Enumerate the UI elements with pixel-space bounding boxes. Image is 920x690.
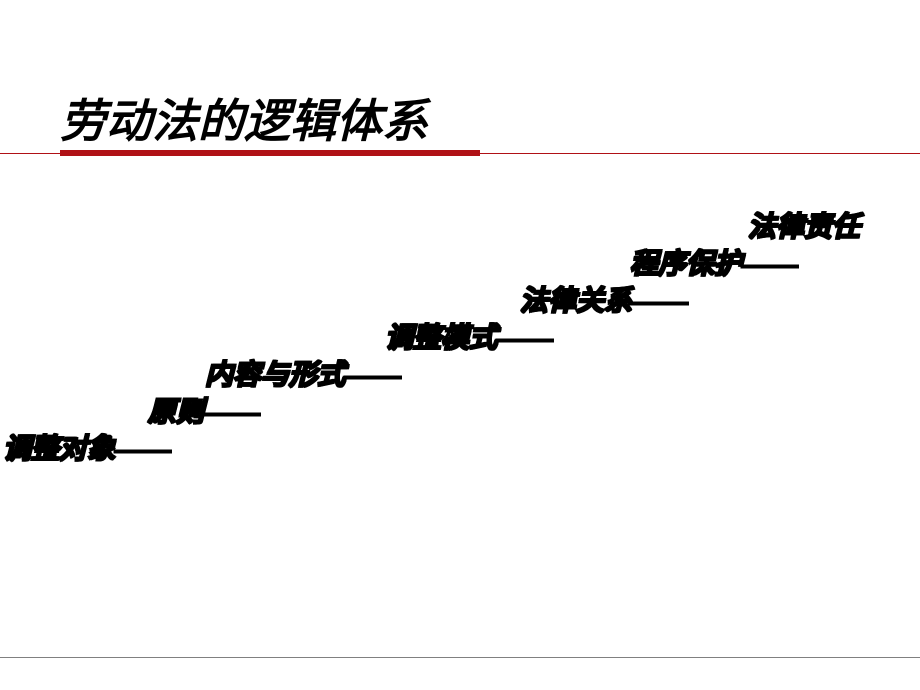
step-label: 内容与形式—— bbox=[205, 353, 401, 393]
step-label: 程序保护—— bbox=[630, 242, 798, 282]
step-label: 调整对象—— bbox=[3, 427, 171, 467]
slide-title: 劳动法的逻辑体系 bbox=[60, 85, 428, 151]
step-label: 原则—— bbox=[148, 390, 260, 430]
step-label: 法律关系—— bbox=[520, 279, 688, 319]
divider-thick-line bbox=[60, 150, 480, 156]
slide: 劳动法的逻辑体系 法律责任程序保护——法律关系——调整模式——内容与形式——原则… bbox=[0, 0, 920, 690]
step-label: 调整模式—— bbox=[385, 316, 553, 356]
step-label: 法律责任 bbox=[748, 205, 860, 245]
footer-rule bbox=[0, 657, 920, 658]
